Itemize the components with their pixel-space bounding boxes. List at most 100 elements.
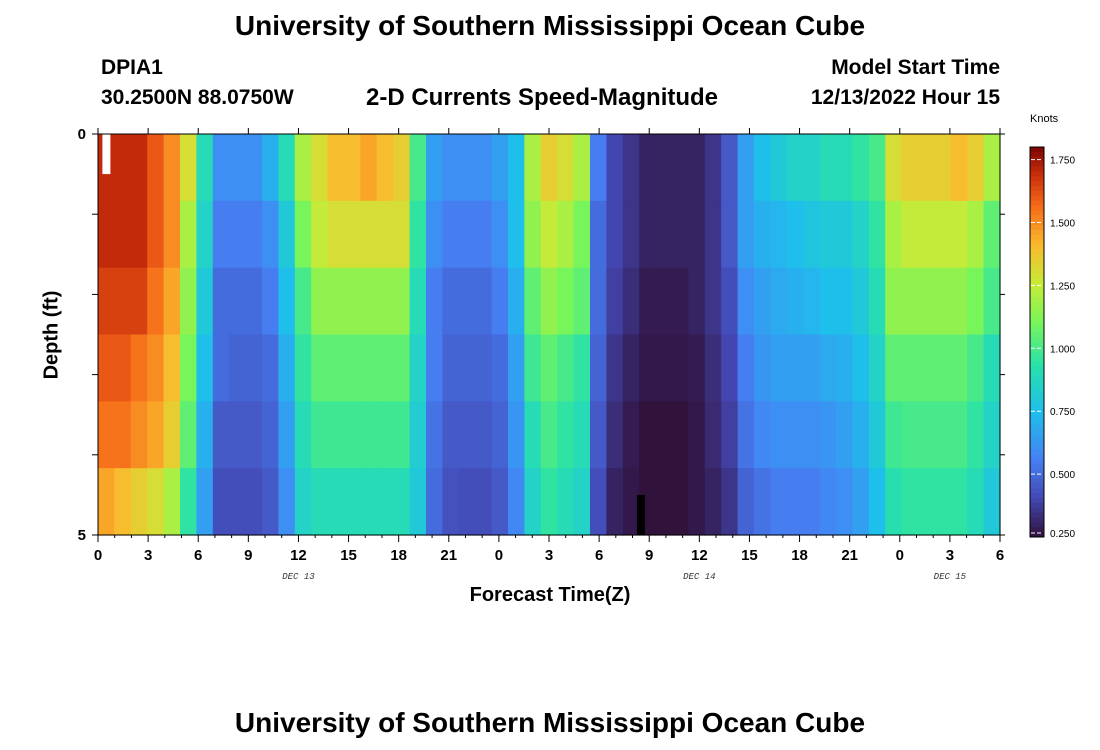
heatmap-cell xyxy=(245,468,263,536)
colorbar-swatch xyxy=(1030,293,1044,299)
heatmap-cell xyxy=(278,134,296,202)
heatmap-cell xyxy=(918,401,935,469)
heatmap-cell xyxy=(918,200,935,269)
colorbar-swatch xyxy=(1030,317,1044,324)
white-marker xyxy=(102,134,111,175)
heatmap-cell xyxy=(442,267,460,336)
heatmap-cell xyxy=(819,401,837,469)
heatmap-cell xyxy=(212,200,230,269)
x-tick-label: 21 xyxy=(841,547,858,564)
colorbar-swatch xyxy=(1030,147,1044,153)
heatmap-cell xyxy=(130,200,148,269)
heatmap-cell xyxy=(98,334,115,402)
x-tick-label: 6 xyxy=(595,547,603,564)
heatmap-cell xyxy=(754,468,771,536)
heatmap-cell xyxy=(360,267,378,336)
heatmap-cell xyxy=(196,267,214,336)
heatmap-cell xyxy=(114,468,132,536)
heatmap-cell xyxy=(967,134,985,202)
heatmap-cell xyxy=(442,134,460,202)
colorbar-swatch xyxy=(1030,181,1044,187)
x-axis-ticks: 0 3 6 9 12 15 18 21 0 3 6 9 12 15 18 21 0 3 6 DEC 13 DEC 14 D… xyxy=(94,128,1004,582)
x-tick-label: 21 xyxy=(440,547,457,564)
heatmap-cell xyxy=(442,401,460,469)
heatmap-cell xyxy=(245,401,263,469)
heatmap-cell xyxy=(934,134,952,202)
heatmap-cell xyxy=(803,267,821,336)
colorbar-swatch xyxy=(1030,429,1044,436)
heatmap-cell xyxy=(819,468,837,536)
heatmap-cell xyxy=(376,334,394,402)
heatmap-cell xyxy=(212,468,230,536)
heatmap-cell xyxy=(606,200,624,269)
colorbar-swatch xyxy=(1030,166,1044,172)
heatmap-cell xyxy=(147,468,165,536)
heatmap-cell xyxy=(147,134,165,202)
heatmap-cell xyxy=(475,267,493,336)
heatmap-markers xyxy=(102,134,645,535)
heatmap-cell xyxy=(672,334,689,402)
colorbar-swatch xyxy=(1030,322,1044,328)
heatmap-cell xyxy=(212,134,230,202)
heatmap-cell xyxy=(458,334,476,402)
colorbar-swatch xyxy=(1030,385,1044,392)
colorbar-swatch xyxy=(1030,298,1044,304)
heatmap-cell xyxy=(934,200,952,269)
heatmap-cell xyxy=(803,468,821,536)
heatmap-cell xyxy=(852,200,870,269)
station-coordinates: 30.2500N 88.0750W xyxy=(101,86,294,109)
heatmap-cell xyxy=(98,267,115,336)
heatmap-cell xyxy=(573,334,591,402)
heatmap-cell xyxy=(294,401,312,469)
heatmap-cell xyxy=(491,401,509,469)
colorbar-swatch xyxy=(1030,351,1044,358)
heatmap-cell xyxy=(327,468,345,536)
colorbar-swatch xyxy=(1030,327,1044,333)
heatmap-cell xyxy=(311,267,329,336)
heatmap-cell xyxy=(573,134,591,202)
heatmap-cell xyxy=(491,334,509,402)
colorbar-swatch xyxy=(1030,190,1044,197)
heatmap-cell xyxy=(294,334,312,402)
colorbar-swatch xyxy=(1030,239,1044,246)
heatmap-cell xyxy=(737,468,755,536)
heatmap-cell xyxy=(836,401,853,469)
heatmap-cell xyxy=(327,200,345,269)
heatmap-cell xyxy=(147,401,165,469)
colorbar-swatch xyxy=(1030,405,1044,411)
heatmap-cell xyxy=(229,401,247,469)
heatmap-cell xyxy=(426,200,443,269)
date-label: DEC 14 xyxy=(683,572,715,582)
heatmap-cell xyxy=(803,200,821,269)
heatmap-cell xyxy=(475,134,493,202)
heatmap-cell xyxy=(458,401,476,469)
colorbar-swatch xyxy=(1030,381,1044,387)
heatmap-cell xyxy=(688,401,706,469)
heatmap-cell xyxy=(557,334,575,402)
heatmap-cell xyxy=(114,267,132,336)
heatmap-cell xyxy=(655,267,673,336)
heatmap-cell xyxy=(376,468,394,536)
heatmap-cell xyxy=(294,134,312,202)
model-start-value: 12/13/2022 Hour 15 xyxy=(810,86,1000,109)
heatmap-cell xyxy=(426,401,443,469)
heatmap-cell xyxy=(130,267,148,336)
colorbar-swatch xyxy=(1030,244,1044,250)
heatmap-cell xyxy=(836,134,853,202)
heatmap-cell xyxy=(967,334,985,402)
heatmap-cell xyxy=(918,134,935,202)
colorbar-swatch xyxy=(1030,361,1044,367)
heatmap-cell xyxy=(458,267,476,336)
heatmap-cell xyxy=(950,401,968,469)
heatmap-cell xyxy=(868,468,886,536)
heatmap-cell xyxy=(622,401,640,469)
heatmap-cell xyxy=(229,200,247,269)
heatmap-cell xyxy=(376,200,394,269)
heatmap-cell xyxy=(721,334,739,402)
heatmap-cell xyxy=(868,401,886,469)
heatmap-cell xyxy=(885,468,903,536)
heatmap-cell xyxy=(442,200,460,269)
colorbar-swatch xyxy=(1030,424,1044,431)
heatmap-cell xyxy=(508,334,525,402)
heatmap-cell xyxy=(409,468,427,536)
